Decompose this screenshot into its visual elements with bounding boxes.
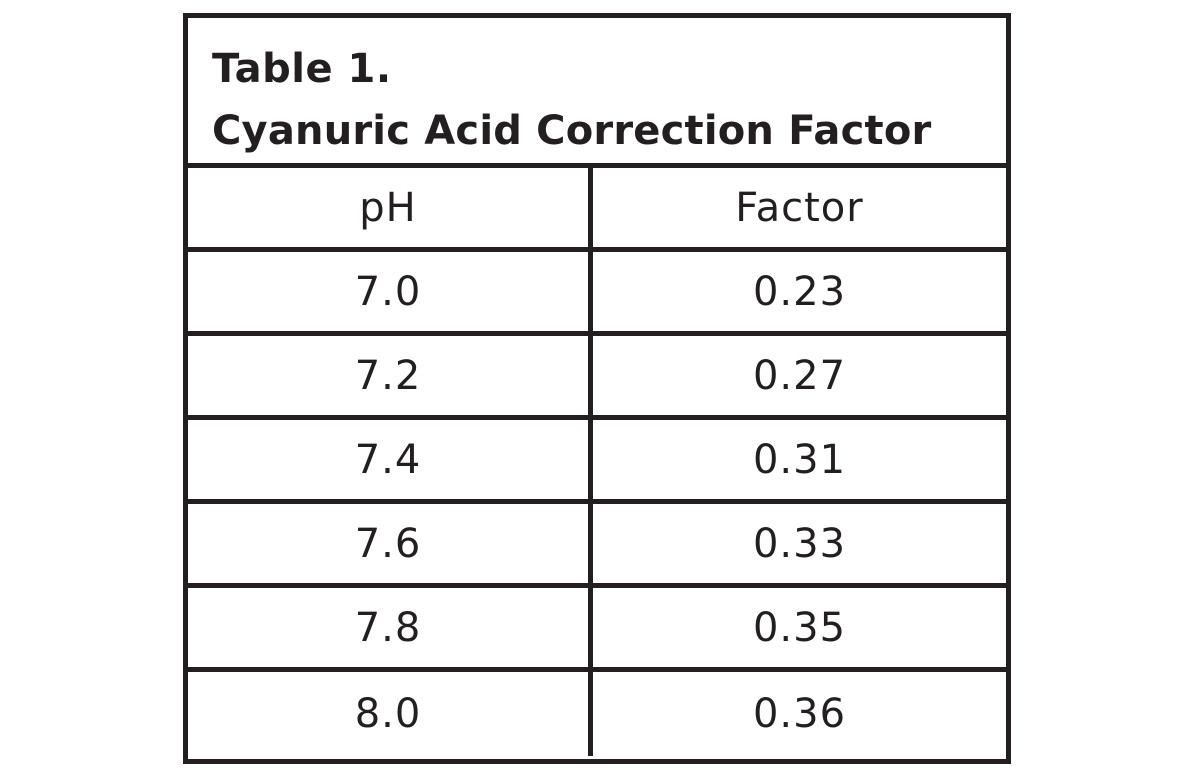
factor-cell: 0.35	[593, 588, 1006, 672]
factor-cell: 0.27	[593, 336, 1006, 420]
table-title-block: Table 1. Cyanuric Acid Correction Factor	[188, 18, 1006, 168]
correction-factor-table: Table 1. Cyanuric Acid Correction Factor…	[183, 13, 1011, 764]
factor-cell: 0.31	[593, 420, 1006, 504]
column-header-factor: Factor	[593, 168, 1006, 252]
ph-cell: 8.0	[188, 672, 593, 756]
ph-cell: 7.4	[188, 420, 593, 504]
factor-cell: 0.33	[593, 504, 1006, 588]
factor-cell: 0.36	[752, 691, 847, 737]
table-number: Table 1.	[212, 46, 392, 92]
ph-cell: 7.6	[188, 504, 593, 588]
ph-cell: 7.8	[188, 588, 593, 672]
column-header-ph: pH	[188, 168, 593, 252]
table-grid: pH Factor 7.0 0.23 7.2 0.27 7.4 0.31 7.6…	[188, 168, 1006, 756]
ph-cell: 7.2	[188, 336, 593, 420]
factor-cell: 0.23	[593, 252, 1006, 336]
table-title: Cyanuric Acid Correction Factor	[212, 108, 932, 154]
ph-cell: 7.0	[188, 252, 593, 336]
